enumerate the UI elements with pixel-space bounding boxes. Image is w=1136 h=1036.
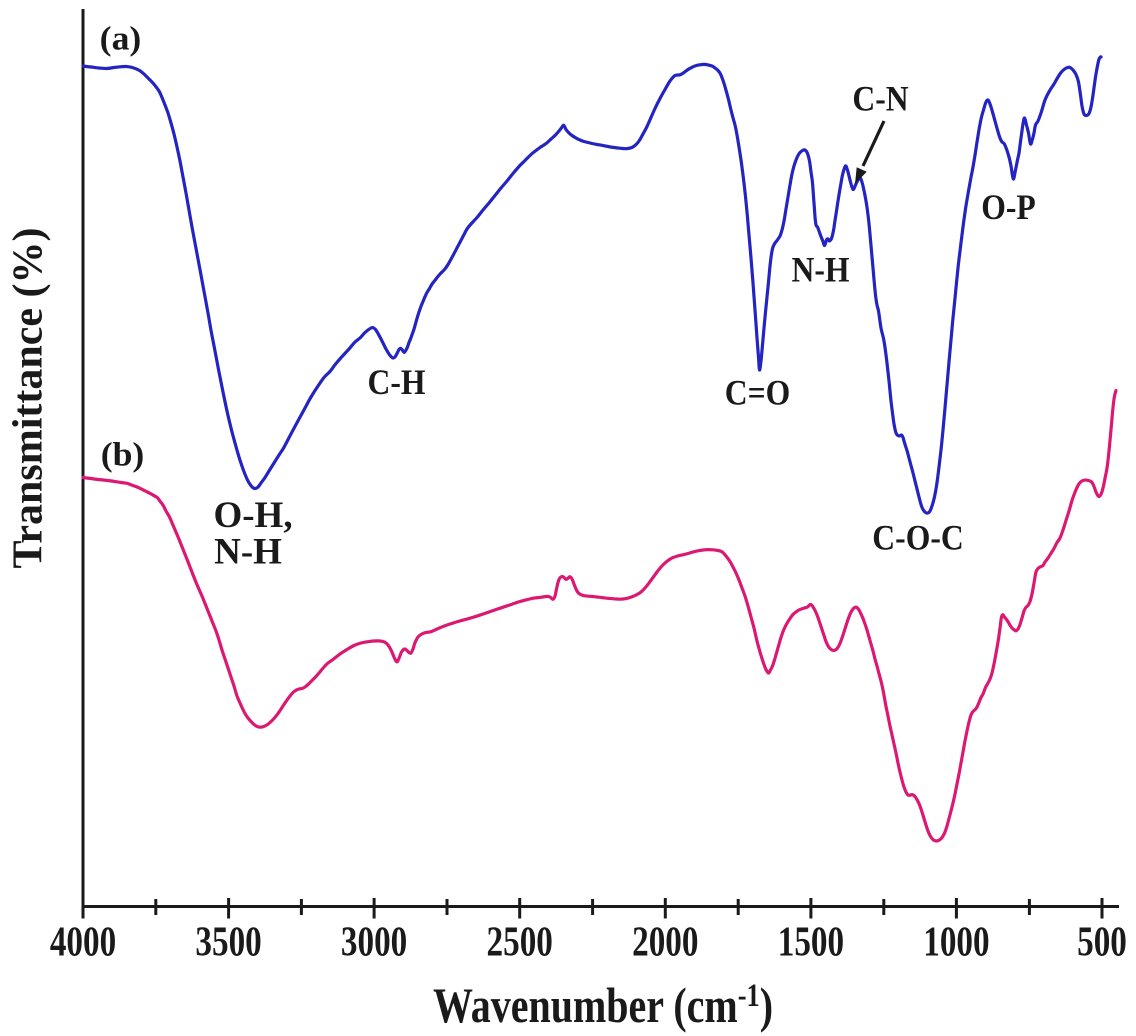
svg-text:Wavenumber (cm-1): Wavenumber (cm-1)	[433, 977, 773, 1033]
svg-text:N-H: N-H	[214, 532, 282, 573]
svg-text:2000: 2000	[632, 919, 698, 966]
svg-text:C-N: C-N	[852, 80, 909, 119]
svg-text:1500: 1500	[778, 919, 844, 966]
svg-text:N-H: N-H	[791, 251, 849, 290]
svg-text:O-H,: O-H,	[213, 495, 292, 536]
svg-text:4000: 4000	[50, 919, 116, 966]
svg-text:(a): (a)	[100, 19, 142, 57]
svg-text:1000: 1000	[923, 919, 989, 966]
svg-text:2500: 2500	[487, 919, 553, 966]
svg-text:C-H: C-H	[367, 363, 425, 402]
svg-text:(b): (b)	[101, 435, 145, 473]
svg-text:C-O-C: C-O-C	[872, 519, 963, 558]
svg-text:3500: 3500	[195, 919, 261, 966]
svg-text:Transmittance (%): Transmittance (%)	[6, 228, 52, 569]
svg-text:C=O: C=O	[725, 374, 791, 413]
svg-text:500: 500	[1077, 919, 1127, 966]
svg-text:3000: 3000	[341, 919, 407, 966]
svg-text:O-P: O-P	[981, 188, 1036, 227]
